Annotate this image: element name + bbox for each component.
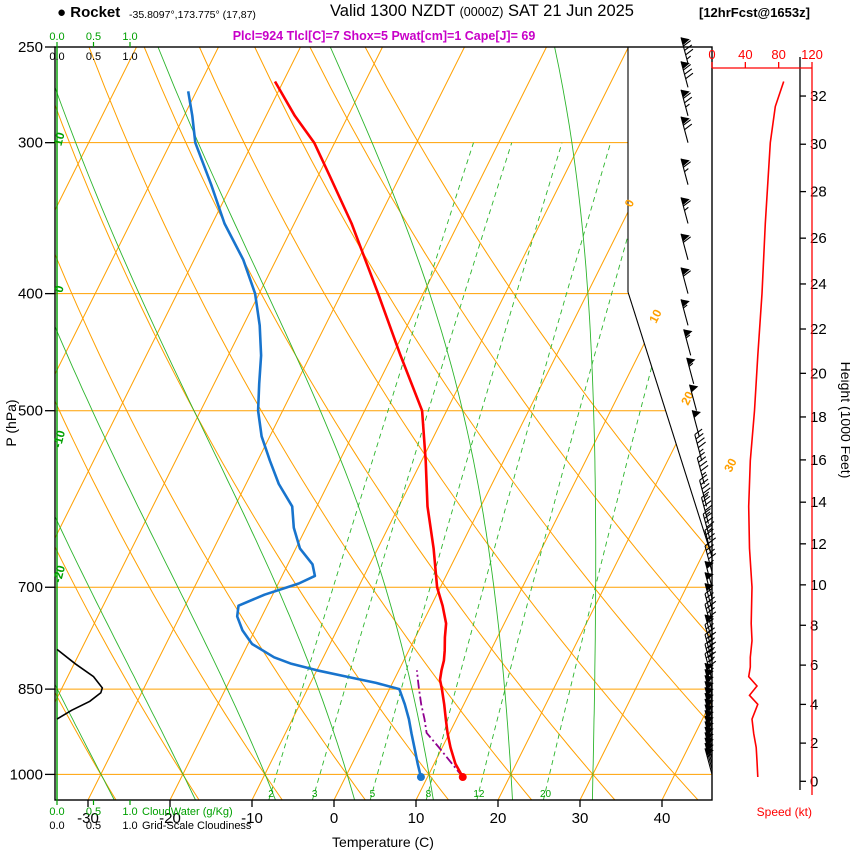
forecast-tag: [12hrFcst@1653z] bbox=[699, 5, 810, 20]
height-tick-label: 18 bbox=[810, 409, 827, 426]
temperature-tick-label: 20 bbox=[490, 810, 507, 827]
cloudwater-scale: 0.0 0.0 0.0 0.0 0.5 0.5 0.5 0.5 1.0 1.0 1.0 1.0 Clou… bbox=[49, 31, 252, 832]
pressure-tick-label: 400 bbox=[18, 286, 43, 303]
cloudwater-scale-bottom: 0.0 bbox=[49, 806, 64, 818]
chart-header: ● Rocket -35.8097°,173.775° (17,87) Vali… bbox=[0, 0, 850, 46]
height-tick-label: 2 bbox=[810, 735, 818, 752]
parcel-curve bbox=[416, 670, 464, 778]
valid-date: SAT 21 Jun 2025 bbox=[503, 2, 634, 20]
mixing-ratio-label: 20 bbox=[540, 789, 552, 800]
height-tick-label: 26 bbox=[810, 230, 827, 247]
wind-barbs bbox=[680, 37, 717, 775]
skewt-background bbox=[55, 47, 712, 800]
height-tick-label: 12 bbox=[810, 536, 827, 553]
speed-tick-label: 40 bbox=[738, 47, 752, 62]
mixing-ratio-label: 2 bbox=[268, 789, 274, 800]
mixing-ratio-label: 5 bbox=[370, 789, 376, 800]
dry-adiabat-label: 0 bbox=[52, 284, 67, 294]
speed-axis-title: Speed (kt) bbox=[757, 805, 812, 819]
pressure-tick-label: 500 bbox=[18, 403, 43, 420]
cloudiness-scale-top: 0.5 bbox=[86, 51, 101, 63]
sounding-curves bbox=[186, 80, 467, 782]
pressure-tick-label: 850 bbox=[18, 681, 43, 698]
cloudiness-title: Grid-Scale Cloudiness bbox=[142, 820, 252, 832]
mixing-ratio-label: 8 bbox=[426, 789, 432, 800]
height-tick-label: 0 bbox=[810, 773, 818, 790]
temperature-curve bbox=[273, 80, 464, 778]
dry-adiabat-label: -10 bbox=[50, 428, 68, 449]
temperature-tick-label: -10 bbox=[241, 810, 263, 827]
height-tick-label: 6 bbox=[810, 657, 818, 674]
station-coordinates: -35.8097°,173.775° (17,87) bbox=[129, 9, 256, 21]
stability-indices: Plcl=924 Tlcl[C]=7 Shox=5 Pwat[cm]=1 Cap… bbox=[232, 29, 536, 43]
speed-profile-curve bbox=[747, 81, 785, 778]
height-axis-title: Height (1000 Feet) bbox=[838, 362, 850, 479]
cloudiness-scale-top: 1.0 bbox=[122, 51, 137, 63]
mixing-ratio-label: 3 bbox=[312, 789, 318, 800]
pressure-tick-label: 300 bbox=[18, 135, 43, 152]
cloudwater-scale-bottom: 1.0 bbox=[122, 806, 137, 818]
plot-frame bbox=[54, 46, 713, 801]
cloudiness-scale-bottom: 1.0 bbox=[122, 820, 137, 832]
isotherm-edge-label: 20 bbox=[678, 389, 697, 408]
isotherm-edge-label: 10 bbox=[646, 307, 665, 326]
temperature-tick-label: -30 bbox=[77, 810, 99, 827]
cloudiness-scale-bottom: 0.0 bbox=[49, 820, 64, 832]
cloudwater-title: CloudWater (g/Kg) bbox=[142, 806, 233, 818]
pressure-tick-label: 700 bbox=[18, 579, 43, 596]
height-tick-label: 8 bbox=[810, 617, 818, 634]
cloudwater-scale-bottom: 0.5 bbox=[86, 806, 101, 818]
pressure-axis-title: P (hPa) bbox=[3, 399, 19, 446]
cloudwater-scale-top: 0.0 bbox=[49, 31, 64, 43]
cloudwater-scale-top: 1.0 bbox=[122, 31, 137, 43]
surface-temperature-dot bbox=[458, 773, 467, 782]
temperature-tick-label: 10 bbox=[408, 810, 425, 827]
temperature-axis: -30 -20 -10 0 10 20 30 40 Temperature (C) bbox=[77, 800, 670, 850]
height-tick-label: 4 bbox=[810, 696, 818, 713]
dry-adiabat-label: -20 bbox=[50, 563, 68, 584]
height-tick-label: 20 bbox=[810, 365, 827, 382]
station-title: ● Rocket bbox=[57, 4, 120, 21]
cloudwater-curve bbox=[56, 648, 104, 720]
height-tick-label: 10 bbox=[810, 577, 827, 594]
isotherm-edge-label: 30 bbox=[721, 456, 740, 475]
pressure-tick-label: 1000 bbox=[10, 766, 43, 783]
height-tick-label: 22 bbox=[810, 321, 827, 338]
dewpoint-curve bbox=[186, 91, 423, 778]
station-name: Rocket bbox=[70, 4, 121, 21]
temperature-tick-label: 40 bbox=[654, 810, 671, 827]
valid-time: Valid 1300 NZDT (0000Z) SAT 21 Jun 2025 bbox=[330, 2, 634, 21]
height-tick-label: 30 bbox=[810, 136, 827, 153]
station-bullet-icon: ● bbox=[57, 4, 67, 21]
valid-prefix: Valid 1300 NZDT bbox=[330, 2, 460, 20]
pressure-tick-label: 250 bbox=[18, 39, 43, 56]
isotherm-edge-label: 0 bbox=[622, 197, 638, 210]
cloudiness-scale-bottom: 0.5 bbox=[86, 820, 101, 832]
temperature-tick-label: -20 bbox=[159, 810, 181, 827]
valid-zulu: (0000Z) bbox=[459, 5, 504, 19]
cloudwater-scale-top: 0.5 bbox=[86, 31, 101, 43]
speed-tick-label: 0 bbox=[708, 47, 715, 62]
height-tick-label: 16 bbox=[810, 452, 827, 469]
surface-dewpoint-dot bbox=[416, 773, 425, 782]
temperature-tick-label: 0 bbox=[330, 810, 338, 827]
height-tick-label: 28 bbox=[810, 184, 827, 201]
height-tick-label: 24 bbox=[810, 276, 827, 293]
height-tick-label: 14 bbox=[810, 494, 827, 511]
speed-tick-label: 80 bbox=[771, 47, 785, 62]
speed-tick-label: 120 bbox=[801, 47, 823, 62]
mixing-ratio-label: 12 bbox=[473, 789, 485, 800]
temperature-tick-label: 30 bbox=[572, 810, 589, 827]
height-tick-label: 32 bbox=[810, 88, 827, 105]
temperature-axis-title: Temperature (C) bbox=[332, 834, 434, 850]
pressure-axis: 250 300 400 500 700 850 1000 P (hPa) bbox=[3, 39, 55, 783]
cloudiness-scale-top: 0.0 bbox=[49, 51, 64, 63]
